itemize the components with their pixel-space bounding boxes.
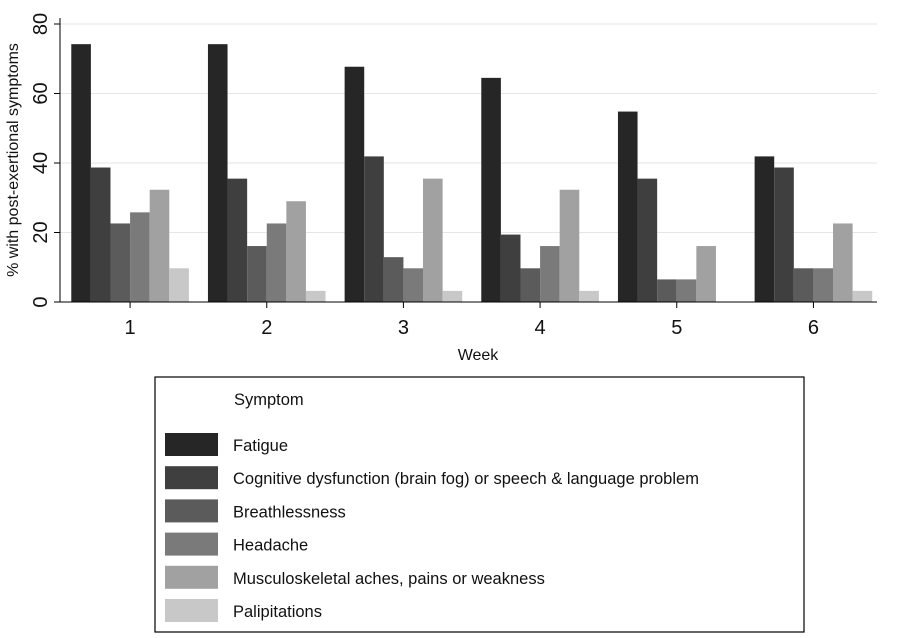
legend-label: Palipitations: [233, 603, 322, 621]
legend: Symptom Fatigue Cognitive dysfunction (br…: [154, 376, 805, 633]
legend-swatch: [165, 433, 218, 456]
bar-week4-series1: [500, 234, 521, 302]
y-axis-ticks: 0 20 40 60 80: [30, 13, 60, 308]
bar-week3-series2: [383, 257, 404, 302]
gridlines: [60, 23, 877, 233]
legend-swatch: [165, 466, 218, 490]
bar-week4-series5: [579, 290, 599, 302]
y-tick-label: 0: [30, 296, 52, 307]
x-tick-label: 2: [261, 317, 272, 339]
x-tick-label: 4: [535, 317, 546, 339]
bar-week2-series3: [266, 223, 287, 302]
y-tick-label: 20: [30, 221, 52, 243]
bar-week4-series2: [520, 268, 541, 302]
bar-week4-series4: [559, 189, 580, 302]
x-tick-label: 6: [808, 317, 819, 339]
bar-week5-series2: [657, 279, 677, 302]
bar-week3-series5: [442, 290, 463, 302]
legend-items: Fatigue Cognitive dysfunction (brain fog)…: [165, 433, 699, 622]
bar-week5-series0: [617, 111, 638, 302]
x-axis-title: Week: [458, 347, 500, 364]
bar-week5-series3: [676, 279, 697, 302]
bar-week2-series4: [286, 201, 306, 302]
legend-label: Breathlessness: [233, 503, 346, 521]
bar-week6-series1: [774, 167, 794, 302]
legend-swatch: [165, 499, 218, 523]
legend-swatch: [165, 532, 218, 556]
bar-week4-series3: [540, 246, 560, 302]
legend-swatch: [165, 599, 218, 622]
legend-label: Musculoskeletal aches, pains or weakness: [233, 570, 545, 588]
bar-week5-series1: [637, 178, 658, 302]
bar-week6-series0: [754, 156, 775, 302]
x-tick-label: 1: [125, 317, 136, 339]
bar-week1-series3: [130, 212, 150, 302]
bar-week1-series4: [149, 189, 170, 302]
bar-week6-series4: [833, 223, 853, 302]
bar-week6-series5: [852, 290, 873, 302]
bar-week1-series0: [71, 44, 91, 302]
bar-week2-series2: [247, 246, 267, 302]
bar-week1-series2: [110, 223, 131, 302]
bar-week1-series1: [90, 167, 111, 302]
legend-frame: [154, 376, 805, 633]
bars: [71, 44, 873, 303]
legend-title: Symptom: [234, 391, 304, 409]
bar-week2-series5: [305, 290, 326, 302]
y-tick-label: 40: [30, 152, 52, 174]
legend-label: Cognitive dysfunction (brain fog) or spe…: [233, 470, 699, 488]
y-tick-label: 80: [30, 13, 52, 35]
bar-week3-series3: [403, 268, 424, 302]
bar-week3-series1: [364, 156, 384, 302]
bar-week6-series3: [813, 268, 834, 302]
x-axis-ticks: 1 2 3 4 5 6: [125, 302, 819, 339]
x-tick-label: 3: [398, 317, 409, 339]
bar-week2-series0: [207, 44, 228, 302]
bar-week4-series0: [481, 77, 501, 302]
legend-label: Headache: [233, 537, 308, 555]
bar-week1-series5: [169, 268, 189, 302]
y-axis-title: % with post-exertional symptoms: [5, 43, 22, 277]
bar-week3-series4: [423, 178, 443, 302]
bar-week6-series2: [793, 268, 814, 302]
bar-week3-series0: [344, 66, 365, 303]
x-tick-label: 5: [671, 317, 682, 339]
bar-week2-series1: [227, 178, 248, 302]
bar-week5-series4: [696, 246, 716, 302]
legend-label: Fatigue: [233, 437, 288, 455]
legend-swatch: [165, 565, 218, 589]
y-tick-label: 60: [30, 82, 52, 104]
